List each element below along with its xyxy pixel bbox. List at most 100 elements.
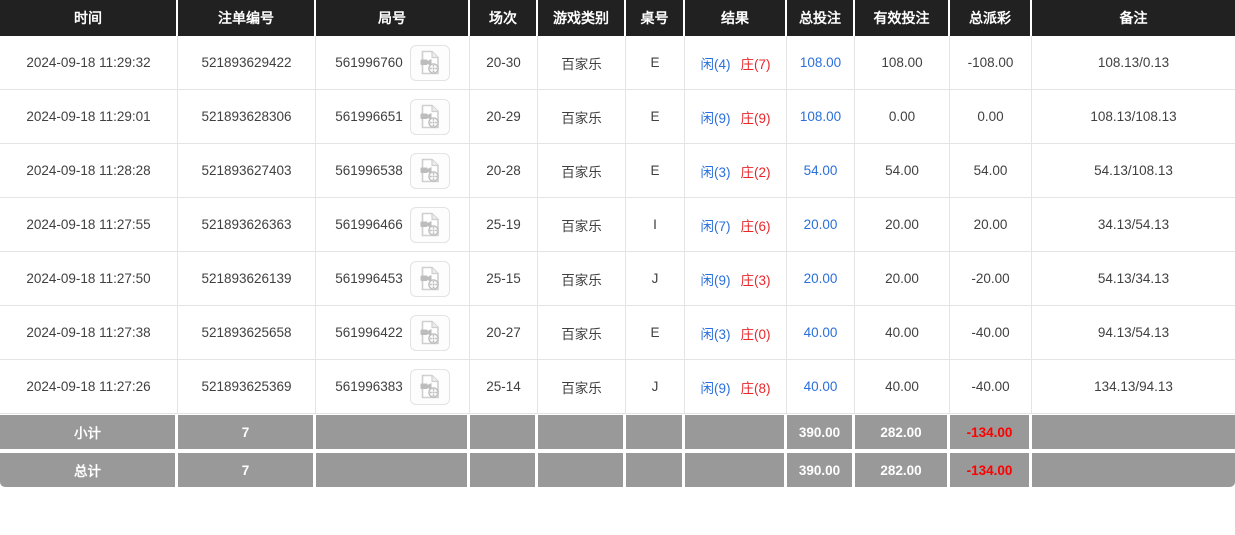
video-replay-button[interactable] [409,98,450,135]
result-player: 闲(7) [700,218,731,234]
column-header-round-no: 局号 [316,0,470,36]
grand-total-row: 总计 7 390.00 282.00 -134.00 [0,453,1235,487]
round-no-text: 561996651 [335,109,403,124]
cell-session: 20-30 [470,36,538,90]
cell-result: 闲(9) 庄(8) [685,360,787,414]
cell-total-payout: 0.00 [950,90,1032,144]
cell-total-payout: 54.00 [950,144,1032,198]
cell-result: 闲(4) 庄(7) [685,36,787,90]
round-no-text: 561996760 [335,55,403,70]
cell-result: 闲(7) 庄(6) [685,198,787,252]
cell-game-type: 百家乐 [538,90,626,144]
result-player: 闲(9) [700,272,731,288]
total-bet-link[interactable]: 20.00 [803,217,838,232]
cell-time: 2024-09-18 11:28:28 [0,144,178,198]
video-replay-button[interactable] [409,206,450,243]
cell-game-type: 百家乐 [538,36,626,90]
cell-time: 2024-09-18 11:27:26 [0,360,178,414]
cell-table-no: E [626,306,685,360]
summary-valid-bet: 282.00 [855,453,950,487]
round-no-text: 561996422 [335,325,403,340]
total-bet-link[interactable]: 108.00 [799,55,842,70]
cell-round-no: 561996538 [316,144,470,198]
result-banker: 庄(2) [740,164,771,180]
round-no-text: 561996466 [335,217,403,232]
cell-valid-bet: 108.00 [855,36,950,90]
cell-time: 2024-09-18 11:27:55 [0,198,178,252]
column-header-table-no: 桌号 [626,0,685,36]
cell-total-payout: -40.00 [950,360,1032,414]
cell-game-type: 百家乐 [538,306,626,360]
summary-remark [1032,453,1235,487]
video-replay-button[interactable] [409,152,450,189]
cell-round-no: 561996453 [316,252,470,306]
summary-game-type [538,415,626,449]
table-row: 2024-09-18 11:27:38 521893625658 561996422… [0,306,1235,360]
total-bet-link[interactable]: 54.00 [803,163,838,178]
video-replay-button[interactable] [409,260,450,297]
cell-table-no: E [626,90,685,144]
cell-result: 闲(9) 庄(3) [685,252,787,306]
cell-total-bet: 108.00 [787,36,855,90]
summary-total-bet: 390.00 [787,453,855,487]
cell-bet-id: 521893625369 [178,360,316,414]
result-player: 闲(3) [700,164,731,180]
summary-bet-count: 7 [178,415,316,449]
cell-total-bet: 40.00 [787,306,855,360]
summary-total-payout: -134.00 [950,453,1032,487]
video-file-icon [420,104,440,129]
total-bet-link[interactable]: 40.00 [803,325,838,340]
total-bet-link[interactable]: 20.00 [803,271,838,286]
summary-round-no [316,453,470,487]
column-header-total-payout: 总派彩 [950,0,1032,36]
cell-session: 20-28 [470,144,538,198]
total-bet-link[interactable]: 40.00 [803,379,838,394]
cell-valid-bet: 40.00 [855,306,950,360]
cell-bet-id: 521893627403 [178,144,316,198]
cell-total-payout: 20.00 [950,198,1032,252]
cell-table-no: J [626,360,685,414]
cell-time: 2024-09-18 11:27:50 [0,252,178,306]
video-file-icon [420,50,440,75]
summary-table-no [626,453,685,487]
cell-session: 20-29 [470,90,538,144]
table-row: 2024-09-18 11:27:26 521893625369 561996383… [0,360,1235,414]
result-banker: 庄(8) [740,380,771,396]
round-no-text: 561996538 [335,163,403,178]
video-replay-button[interactable] [409,368,450,405]
result-player: 闲(4) [700,56,731,72]
cell-result: 闲(3) 庄(0) [685,306,787,360]
result-player: 闲(9) [700,380,731,396]
video-file-icon [420,320,440,345]
video-replay-button[interactable] [409,44,450,81]
cell-total-bet: 54.00 [787,144,855,198]
summary-bet-count: 7 [178,453,316,487]
cell-table-no: J [626,252,685,306]
column-header-bet-id: 注单编号 [178,0,316,36]
cell-time: 2024-09-18 11:29:32 [0,36,178,90]
cell-valid-bet: 54.00 [855,144,950,198]
cell-total-bet: 40.00 [787,360,855,414]
bet-records-page: 时间 注单编号 局号 场次 游戏类别 桌号 结果 总投注 有效投注 总派彩 备注 2024-09-1… [0,0,1235,487]
cell-valid-bet: 20.00 [855,252,950,306]
cell-total-bet: 20.00 [787,252,855,306]
cell-session: 25-19 [470,198,538,252]
cell-bet-id: 521893625658 [178,306,316,360]
cell-game-type: 百家乐 [538,252,626,306]
table-row: 2024-09-18 11:29:01 521893628306 561996651… [0,90,1235,144]
summary-table-no [626,415,685,449]
video-file-icon [420,212,440,237]
round-no-text: 561996453 [335,271,403,286]
result-player: 闲(3) [700,326,731,342]
cell-bet-id: 521893629422 [178,36,316,90]
table-row: 2024-09-18 11:29:32 521893629422 561996760… [0,36,1235,90]
cell-total-bet: 108.00 [787,90,855,144]
cell-total-payout: -40.00 [950,306,1032,360]
video-file-icon [420,374,440,399]
video-replay-button[interactable] [409,314,450,351]
cell-remark: 134.13/94.13 [1032,360,1235,414]
cell-round-no: 561996760 [316,36,470,90]
total-bet-link[interactable]: 108.00 [799,109,842,124]
cell-total-bet: 20.00 [787,198,855,252]
cell-result: 闲(3) 庄(2) [685,144,787,198]
